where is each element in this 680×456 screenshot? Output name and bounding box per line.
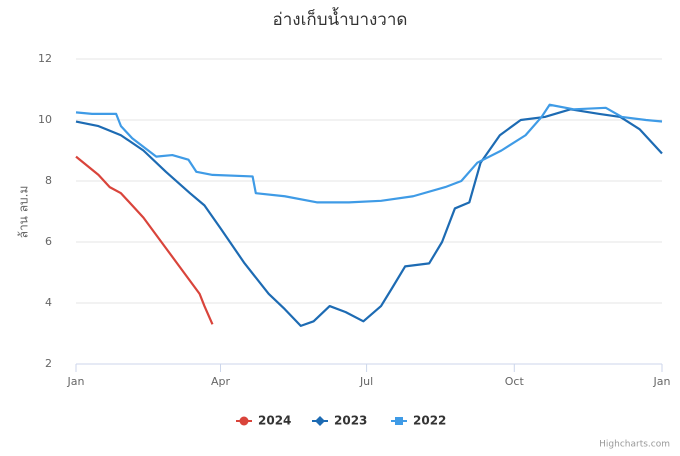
chart-title: อ่างเก็บน้ำบางวาด (273, 7, 408, 30)
legend-symbol (395, 417, 403, 425)
x-tick-label: Jan (67, 375, 85, 388)
y-tick-label: 4 (45, 296, 52, 309)
credits[interactable]: Highcharts.com (599, 440, 670, 450)
x-tick-label: Jul (359, 375, 373, 388)
line-series (75, 155, 214, 325)
legend-label[interactable]: 2024 (258, 414, 291, 428)
y-tick-label: 6 (45, 235, 52, 248)
legend-symbol (315, 416, 325, 426)
y-axis-label: ล้าน ลบ.ม (17, 186, 31, 239)
legend-symbol (239, 416, 249, 426)
y-tick-label: 12 (38, 52, 52, 65)
y-tick-label: 10 (38, 113, 52, 126)
x-tick-label: Apr (211, 375, 231, 388)
line-series (75, 103, 663, 204)
y-tick-label: 8 (45, 174, 52, 187)
x-tick-label: Oct (505, 375, 525, 388)
legend-label[interactable]: 2022 (413, 414, 446, 428)
y-tick-label: 2 (45, 357, 52, 370)
legend-label[interactable]: 2023 (334, 414, 367, 428)
x-tick-label: Jan (653, 375, 671, 388)
line-series (75, 108, 663, 327)
